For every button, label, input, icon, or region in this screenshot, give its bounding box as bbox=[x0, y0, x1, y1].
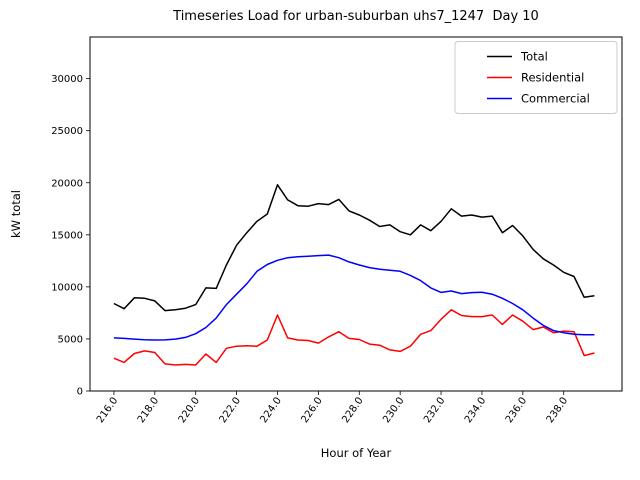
chart-title: Timeseries Load for urban-suburban uhs7_… bbox=[173, 9, 539, 24]
x-tick-label: 216.0 bbox=[95, 395, 120, 425]
y-tick-label: 20000 bbox=[51, 178, 83, 189]
legend-label: Total bbox=[520, 50, 548, 64]
axes-frame bbox=[89, 36, 623, 392]
y-tick-label: 5000 bbox=[58, 334, 83, 345]
x-tick-label: 224.0 bbox=[259, 395, 284, 425]
legend-item-commercial: Commercial bbox=[487, 92, 590, 106]
x-tick-label: 234.0 bbox=[463, 395, 488, 425]
x-tick-label: 236.0 bbox=[504, 395, 529, 425]
x-tick-label: 222.0 bbox=[218, 395, 243, 425]
legend-box bbox=[454, 41, 618, 114]
legend-label: Commercial bbox=[521, 92, 590, 106]
legend-label: Residential bbox=[521, 71, 584, 85]
axis-ticks bbox=[86, 78, 565, 395]
x-tick-label: 218.0 bbox=[136, 395, 161, 425]
y-tick-label: 10000 bbox=[51, 282, 83, 293]
y-tick-label: 25000 bbox=[51, 126, 83, 137]
x-tick-label: 228.0 bbox=[340, 395, 365, 425]
legend: Total Residential Commercial bbox=[454, 41, 618, 114]
series-line-total bbox=[113, 184, 595, 312]
y-tick-label: 15000 bbox=[51, 230, 83, 241]
legend-item-total: Total bbox=[487, 50, 548, 64]
x-tick-label: 232.0 bbox=[422, 395, 447, 425]
x-tick-label: 238.0 bbox=[545, 395, 570, 425]
y-axis-label: kW total bbox=[9, 190, 23, 238]
x-tick-label: 226.0 bbox=[299, 395, 324, 425]
x-tick-label: 220.0 bbox=[177, 395, 202, 425]
x-axis-label: Hour of Year bbox=[320, 446, 392, 460]
y-tick-label: 30000 bbox=[51, 74, 83, 85]
series-line-commercial bbox=[113, 254, 595, 341]
legend-item-residential: Residential bbox=[487, 71, 584, 85]
y-tick-label: 0 bbox=[77, 387, 83, 398]
x-tick-label: 230.0 bbox=[381, 395, 406, 425]
series-line-residential bbox=[113, 309, 595, 366]
tick-labels: 0 5000 10000 15000 20000 25000 30000 216.0 218.0… bbox=[51, 74, 570, 425]
